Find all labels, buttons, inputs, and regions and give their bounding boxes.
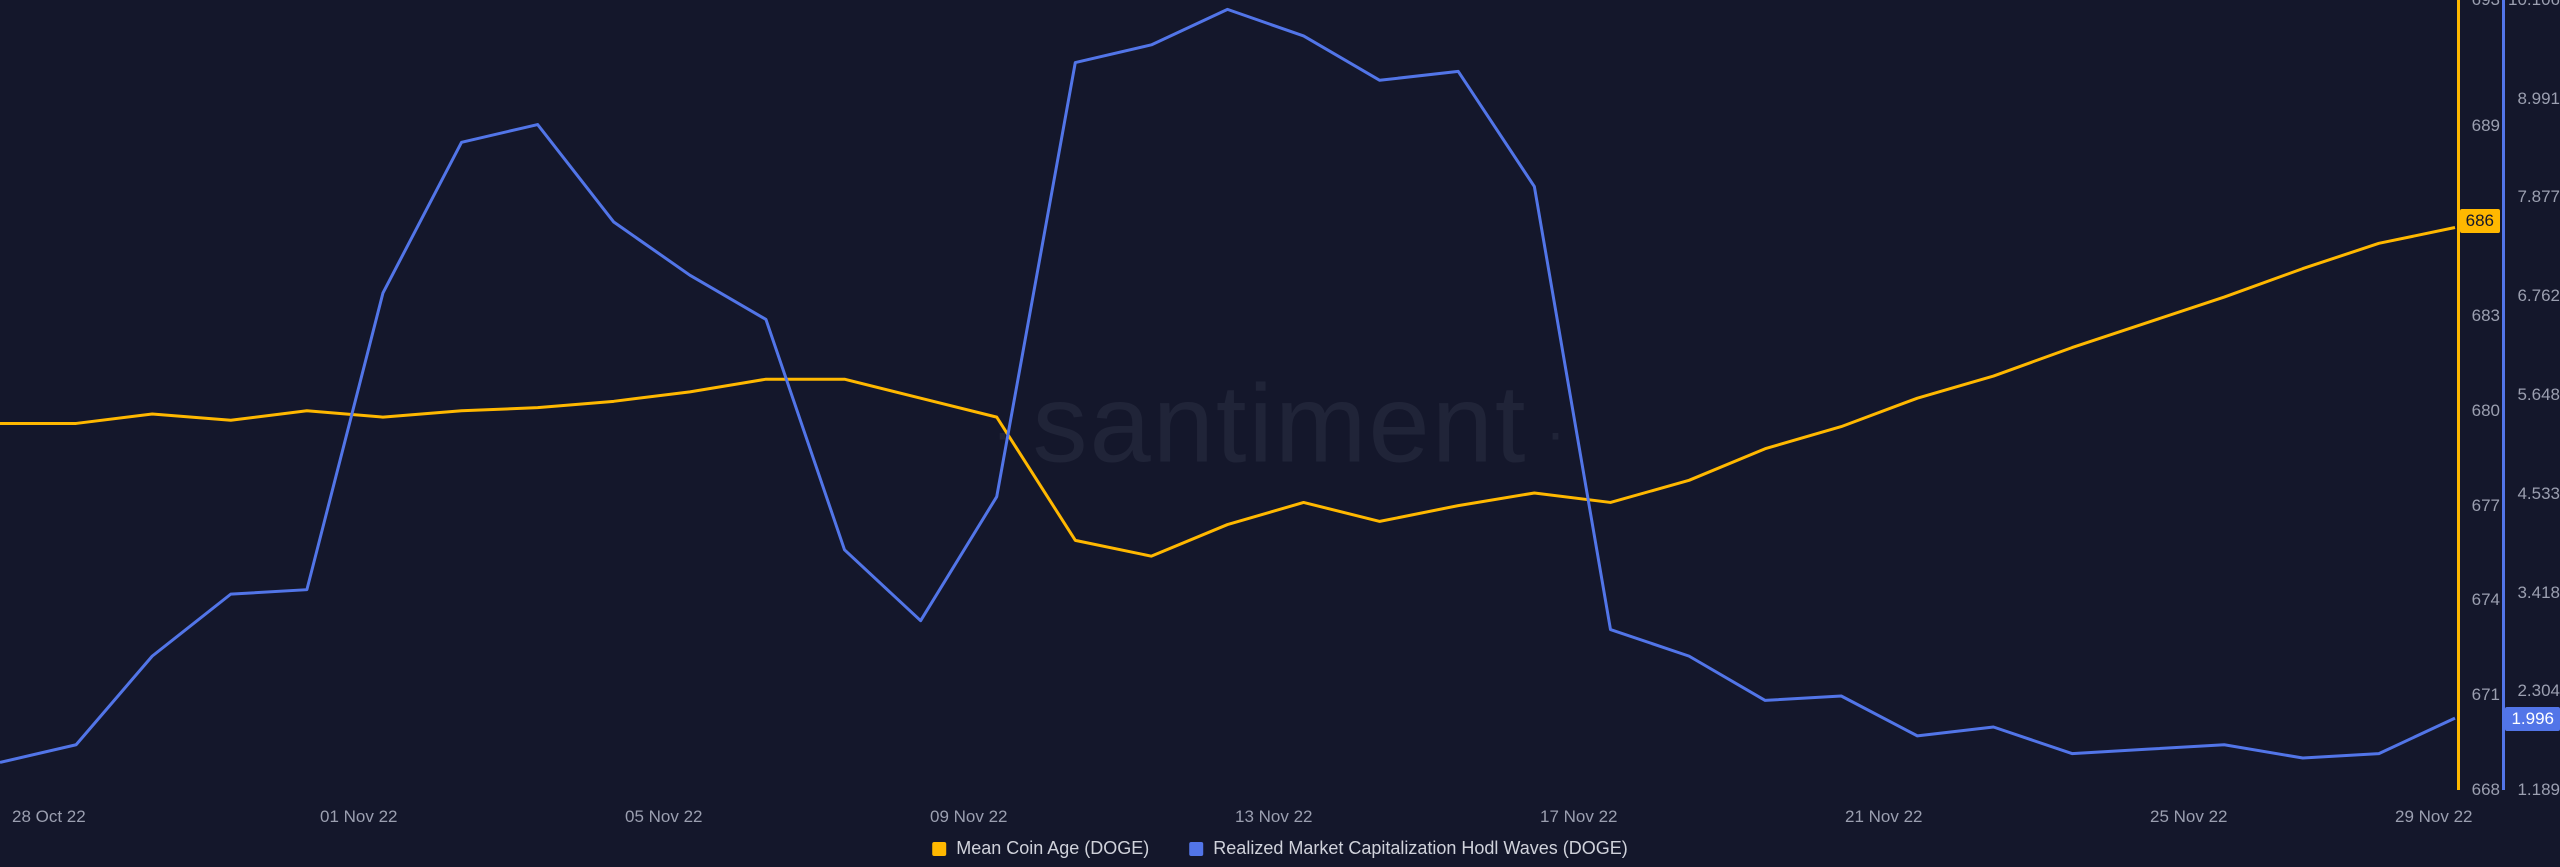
y-tick-label-left: 689	[2472, 116, 2500, 136]
y-tick-label-left: 677	[2472, 496, 2500, 516]
legend-label: Realized Market Capitalization Hodl Wave…	[1213, 838, 1627, 859]
x-tick-label: 29 Nov 22	[2395, 807, 2473, 827]
x-tick-label: 17 Nov 22	[1540, 807, 1618, 827]
x-tick-label: 25 Nov 22	[2150, 807, 2228, 827]
y-axis-left-line	[2457, 0, 2460, 790]
y-tick-label-left: 671	[2472, 685, 2500, 705]
y-tick-label-right: 7.877	[2517, 187, 2560, 207]
current-value-badge-right: 1.996	[2505, 707, 2560, 731]
series-line	[0, 228, 2455, 557]
legend-label: Mean Coin Age (DOGE)	[956, 838, 1149, 859]
y-tick-label-left: 674	[2472, 590, 2500, 610]
legend-swatch-icon	[932, 842, 946, 856]
y-tick-label-right: 4.533	[2517, 484, 2560, 504]
chart-container: santiment 693689686683680677674671668 10…	[0, 0, 2560, 867]
series-line	[0, 9, 2455, 762]
y-tick-label-right: 2.304	[2517, 681, 2560, 701]
y-tick-label-right: 8.991	[2517, 89, 2560, 109]
legend-item-realized-cap[interactable]: Realized Market Capitalization Hodl Wave…	[1189, 838, 1627, 859]
y-tick-label-right: 3.418	[2517, 583, 2560, 603]
y-tick-label-left: 668	[2472, 780, 2500, 800]
legend-swatch-icon	[1189, 842, 1203, 856]
x-tick-label: 28 Oct 22	[12, 807, 86, 827]
y-tick-label-left: 693	[2472, 0, 2500, 10]
x-tick-label: 01 Nov 22	[320, 807, 398, 827]
y-tick-label-left: 683	[2472, 306, 2500, 326]
y-axis-right: 10.106 8.991 7.877 6.762 5.648 4.533 3.418 2.30…	[2505, 0, 2560, 867]
line-chart-svg	[0, 0, 2560, 867]
current-value-badge-left: 686	[2460, 209, 2500, 233]
y-tick-label-right: 1.189	[2517, 780, 2560, 800]
x-tick-label: 13 Nov 22	[1235, 807, 1313, 827]
x-tick-label: 05 Nov 22	[625, 807, 703, 827]
y-tick-label-right: 6.762	[2517, 286, 2560, 306]
y-tick-label-right: 5.648	[2517, 385, 2560, 405]
legend: Mean Coin Age (DOGE) Realized Market Cap…	[932, 838, 1628, 859]
x-tick-label: 21 Nov 22	[1845, 807, 1923, 827]
y-tick-label-right: 10.106	[2508, 0, 2560, 10]
y-axis-left: 693 689 686 683 680 677 674 671 668	[2462, 0, 2500, 867]
x-tick-label: 09 Nov 22	[930, 807, 1008, 827]
legend-item-mean-coin-age[interactable]: Mean Coin Age (DOGE)	[932, 838, 1149, 859]
y-tick-label-left: 680	[2472, 401, 2500, 421]
x-axis: 28 Oct 22 01 Nov 22 05 Nov 22 09 Nov 22 13 N…	[0, 807, 2560, 827]
